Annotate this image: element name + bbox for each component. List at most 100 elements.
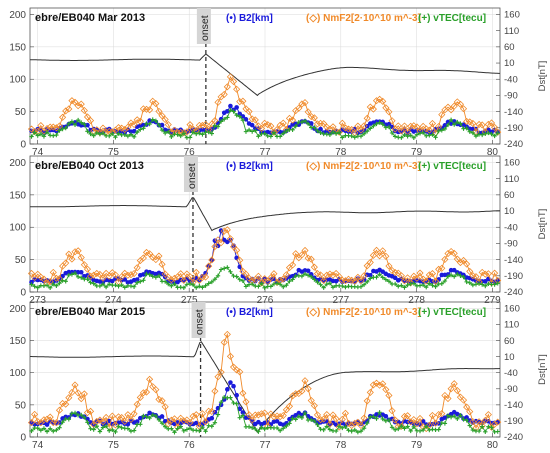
y2-tick-label: 160	[504, 304, 520, 315]
series-point	[473, 282, 479, 287]
series-point	[242, 270, 250, 278]
series-point	[215, 412, 221, 417]
series-point	[116, 284, 121, 289]
series-point	[368, 276, 373, 281]
series-point	[424, 284, 429, 290]
series-point	[85, 276, 90, 282]
series-point	[445, 274, 451, 279]
y2-tick-label: 160	[504, 158, 520, 169]
series-point	[467, 423, 472, 428]
series-point	[405, 130, 410, 136]
series-point	[74, 102, 82, 110]
series-point	[166, 281, 171, 287]
series-point	[206, 129, 211, 135]
series-point	[464, 126, 469, 131]
series-point	[452, 414, 457, 419]
x-tick-label: 75	[108, 440, 120, 451]
series-point	[96, 416, 104, 424]
series-point	[312, 418, 317, 424]
series-point	[226, 73, 234, 81]
series-point	[430, 283, 435, 288]
series-point	[402, 426, 407, 431]
series-point	[317, 119, 325, 127]
series-point	[141, 278, 146, 283]
series-point	[146, 106, 154, 114]
y-tick-label: 150	[9, 190, 26, 201]
series-point	[267, 274, 275, 282]
series-point	[324, 281, 329, 287]
series-point	[442, 421, 448, 426]
series-point	[225, 265, 230, 270]
series-point	[152, 256, 160, 264]
series-point	[103, 423, 109, 429]
series-point	[301, 99, 309, 107]
series-point	[363, 397, 371, 405]
series-point	[287, 279, 292, 284]
series-point	[197, 283, 202, 289]
series-point	[448, 272, 454, 278]
series-point	[277, 282, 283, 287]
series-point	[31, 128, 39, 136]
series-point	[281, 426, 286, 431]
series-point	[279, 275, 287, 283]
y2-tick-label: 60	[504, 336, 515, 347]
series-point	[428, 270, 437, 278]
series-point	[348, 421, 356, 430]
series-point	[492, 282, 497, 287]
series-point	[324, 424, 329, 429]
y-tick-label: 0	[20, 433, 26, 444]
onset-label: onset	[199, 15, 211, 41]
series-point	[87, 272, 95, 280]
series-point	[438, 111, 446, 119]
series-point	[251, 411, 259, 419]
series-point	[68, 255, 76, 263]
series-point	[234, 112, 239, 118]
series-point	[338, 415, 346, 423]
legend-entry: (◇) NmF2[2·10^10 m^-3]	[306, 13, 421, 24]
series-point	[41, 134, 47, 139]
series-point	[392, 275, 398, 281]
series-point	[277, 134, 283, 139]
series-point	[484, 120, 492, 128]
series-point	[178, 133, 183, 139]
series-point	[276, 121, 284, 129]
series-point	[240, 278, 246, 284]
series-point	[392, 427, 398, 433]
series-point	[147, 272, 152, 277]
series-point	[228, 103, 233, 109]
series-point	[343, 424, 348, 429]
series-point	[420, 427, 426, 433]
series-point	[323, 411, 331, 419]
series-point	[80, 261, 88, 269]
series-point	[383, 413, 389, 419]
y2-tick-label: -140	[504, 400, 523, 411]
series-point	[456, 100, 464, 108]
series-point	[170, 274, 179, 282]
series-point	[233, 246, 241, 254]
series-point	[128, 132, 134, 137]
y2-tick-label: 60	[504, 190, 515, 201]
series-point	[99, 418, 107, 426]
series-point	[427, 133, 432, 138]
series-point	[323, 123, 331, 131]
series-point	[139, 389, 147, 397]
series-point	[364, 420, 370, 426]
series-point	[158, 112, 166, 120]
series-point	[486, 281, 491, 286]
series-point	[79, 275, 84, 280]
series-point	[458, 121, 463, 126]
series-point	[257, 124, 266, 133]
series-point	[100, 130, 106, 136]
series-point	[246, 127, 252, 133]
series-point	[386, 417, 392, 423]
series-point	[290, 127, 295, 133]
series-point	[162, 279, 168, 284]
series-point	[270, 270, 278, 278]
series-point	[379, 380, 387, 388]
series-point	[44, 130, 50, 135]
series-point	[166, 129, 171, 134]
series-point	[222, 117, 227, 122]
series-point	[476, 428, 482, 434]
series-point	[153, 413, 159, 419]
series-point	[463, 403, 471, 411]
